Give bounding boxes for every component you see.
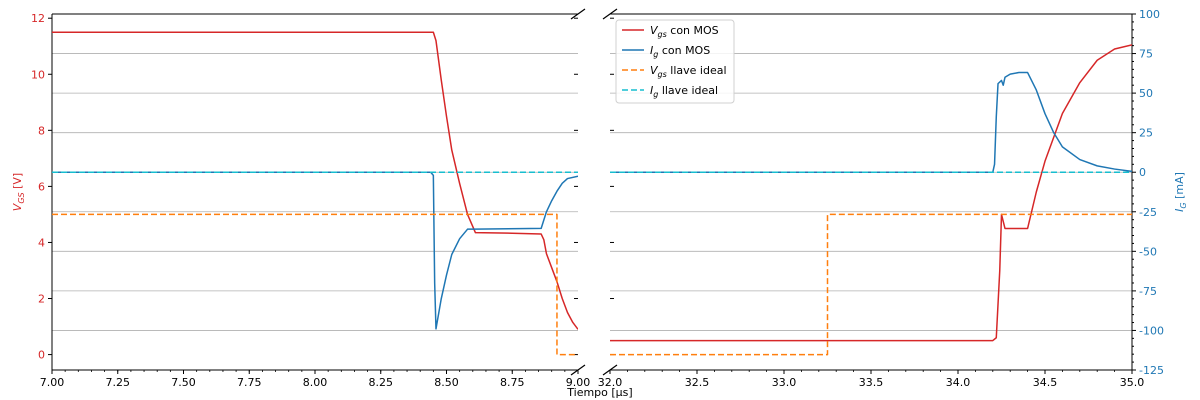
series-line-v-gs-con-mos — [52, 31, 578, 330]
right-y-tick-label: -25 — [1139, 206, 1157, 219]
x-tick-label: 32.0 — [598, 376, 623, 389]
x-tick-label: 34.5 — [1033, 376, 1058, 389]
axis-break-mark — [570, 8, 586, 20]
left-y-tick-label: 2 — [38, 293, 45, 306]
axis-break-mark — [602, 8, 618, 20]
legend: Vgs con MOS Ig con MOS Vgs llave ideal Ig l… — [615, 19, 735, 104]
x-tick-label: 8.50 — [434, 376, 459, 389]
x-tick-label: 7.75 — [237, 376, 262, 389]
right-y-tick-label: -100 — [1139, 324, 1164, 337]
left-y-tick-label: 8 — [38, 124, 45, 137]
left-y-tick-label: 6 — [38, 180, 45, 193]
legend-entry-label: Vgs con MOS — [650, 24, 719, 39]
x-tick-label: 7.50 — [171, 376, 196, 389]
x-tick-label: 8.75 — [500, 376, 525, 389]
x-tick-label: 7.00 — [40, 376, 65, 389]
right-y-tick-label: -50 — [1139, 245, 1157, 258]
x-tick-label: 33.5 — [859, 376, 884, 389]
legend-box — [615, 19, 735, 104]
right-y-tick-label: 50 — [1139, 87, 1153, 100]
right-y-tick-label: 25 — [1139, 127, 1153, 140]
right-y-tick-label: -75 — [1139, 285, 1157, 298]
series-line-v-gs-con-mos — [610, 44, 1132, 342]
x-axis-label: Tiempo [μs] — [566, 386, 632, 399]
left-y-tick-label: 0 — [38, 349, 45, 362]
x-tick-label: 7.25 — [106, 376, 131, 389]
series-line-i-g-con-mos — [52, 171, 578, 330]
legend-entry-label: Vgs llave ideal — [650, 64, 727, 79]
series-line-i-g-con-mos — [610, 71, 1132, 173]
legend-entry-label: Ig llave ideal — [650, 84, 718, 99]
right-y-tick-label: -125 — [1139, 364, 1164, 377]
x-tick-label: 8.25 — [369, 376, 394, 389]
x-tick-label: 35.0 — [1120, 376, 1145, 389]
right-y-axis-label: IG [mA] — [1173, 172, 1188, 212]
right-y-tick-label: 0 — [1139, 166, 1146, 179]
series-line-v-gs-llave-ideal — [610, 213, 1132, 356]
legend-entry-label: Ig con MOS — [650, 44, 710, 59]
x-tick-label: 33.0 — [772, 376, 797, 389]
left-y-axis-label: VGS [V] — [11, 173, 26, 211]
x-tick-label: 9.00 — [566, 376, 591, 389]
right-y-tick-label: 75 — [1139, 48, 1153, 61]
left-y-tick-label: 10 — [31, 68, 45, 81]
x-tick-label: 34.0 — [946, 376, 971, 389]
x-tick-label: 32.5 — [685, 376, 710, 389]
x-tick-label: 8.00 — [303, 376, 328, 389]
left-y-tick-label: 4 — [38, 236, 45, 249]
right-y-tick-label: 100 — [1139, 8, 1160, 21]
series-line-v-gs-llave-ideal — [52, 213, 578, 356]
left-y-tick-label: 12 — [31, 12, 45, 25]
